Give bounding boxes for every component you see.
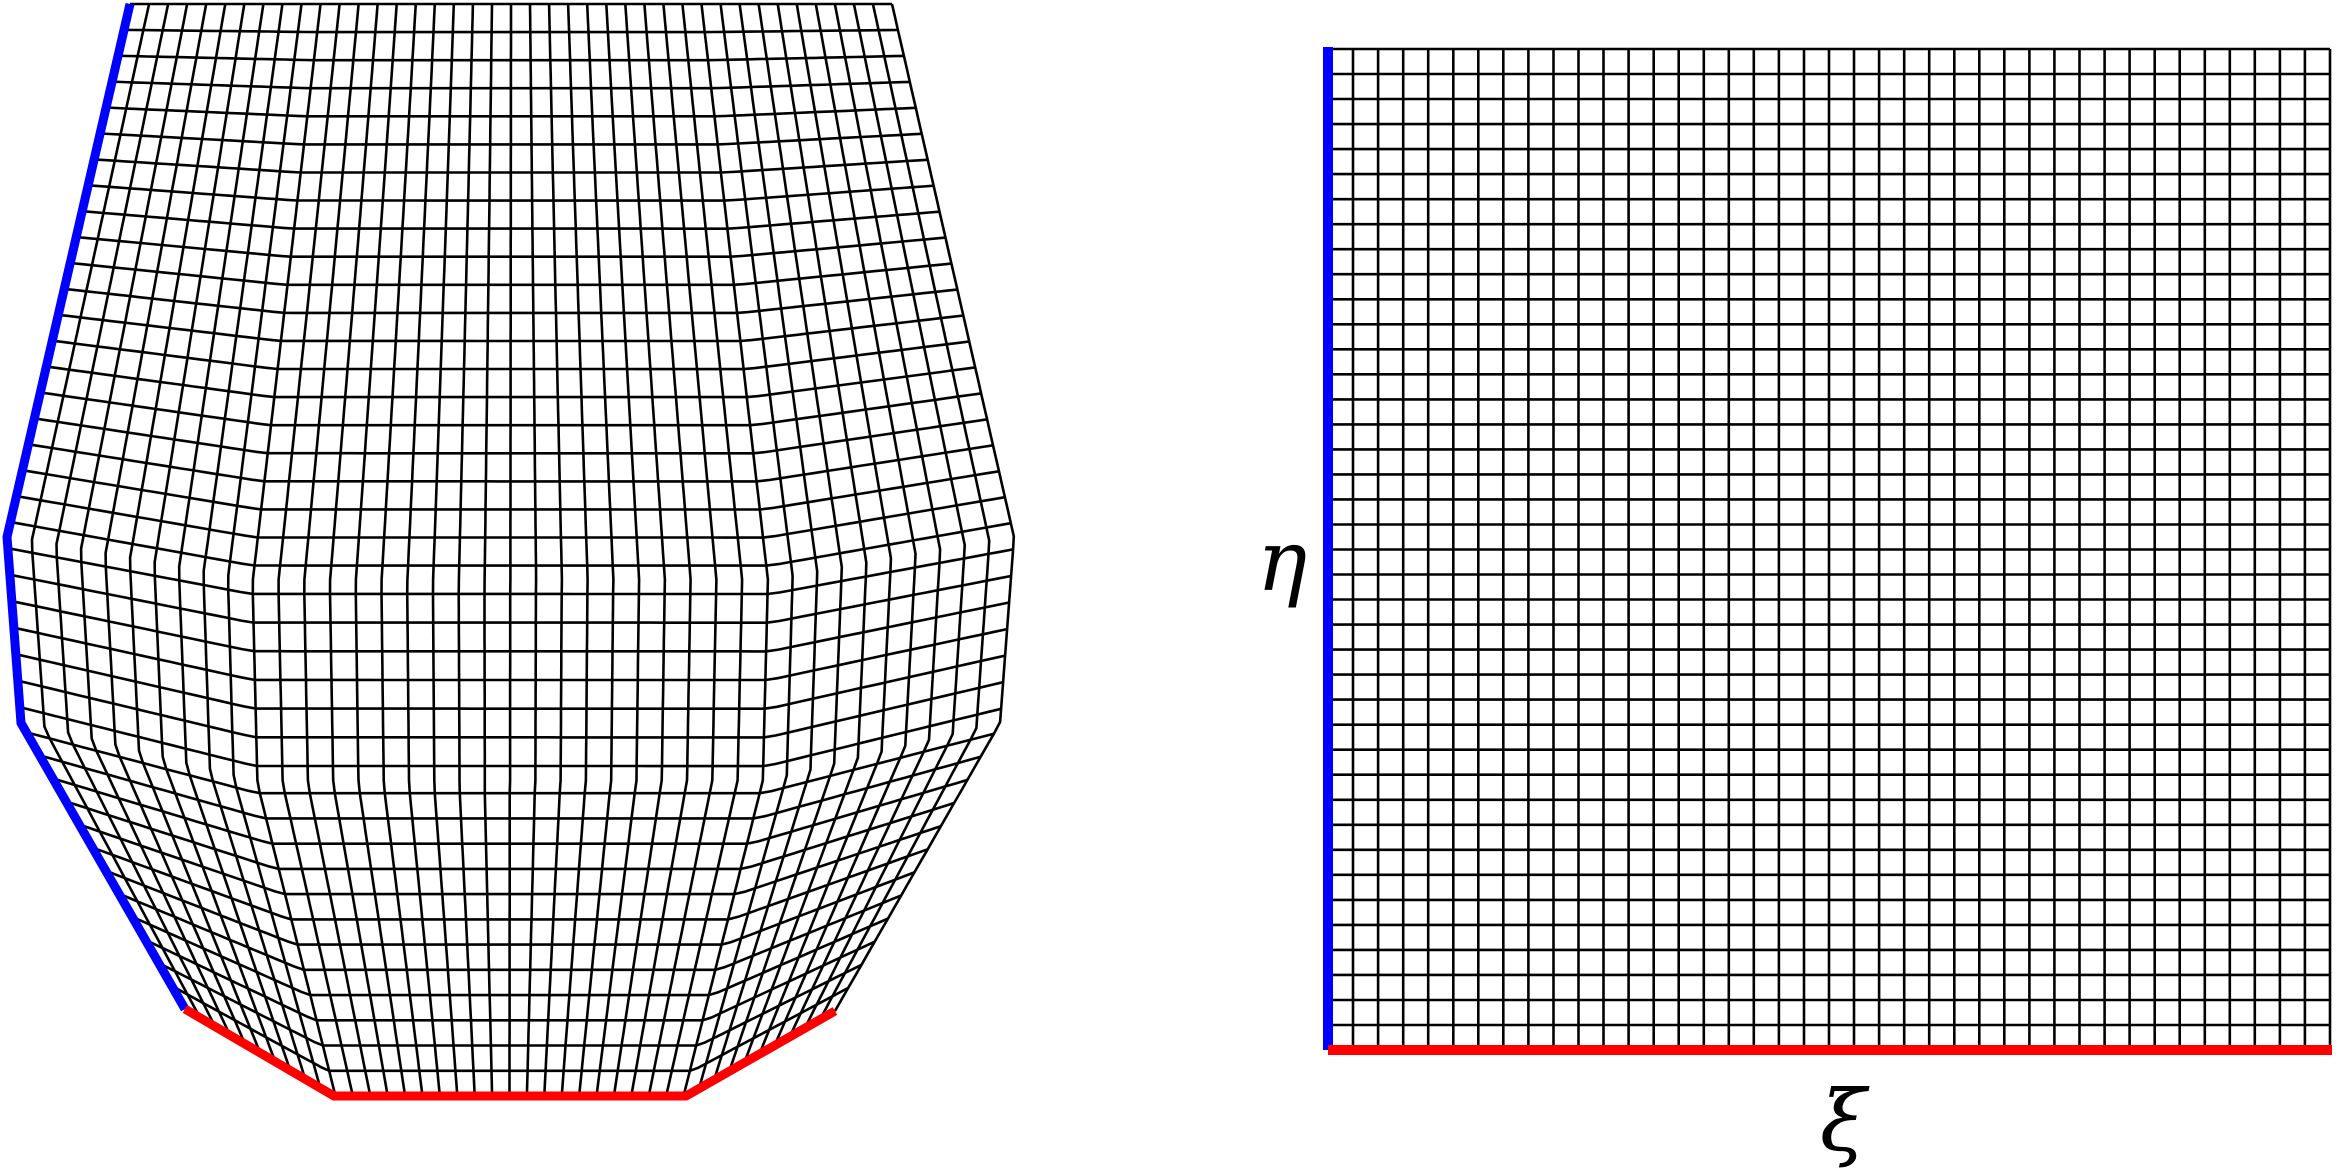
mesh-line — [431, 3, 459, 1097]
mesh-line — [100, 132, 922, 146]
mesh-line — [612, 3, 667, 1097]
mesh-line — [525, 3, 538, 1097]
mesh-line — [577, 3, 615, 1097]
eta-label: η — [1257, 512, 1307, 610]
mesh-line — [277, 3, 355, 1097]
physical-bottom-boundary — [182, 1005, 838, 1101]
mesh-line — [52, 339, 970, 371]
mesh-line — [773, 3, 917, 1047]
mesh-line — [94, 158, 928, 174]
computational-mesh — [1326, 47, 2332, 1052]
mesh-line — [46, 365, 976, 399]
mesh-line — [818, 3, 991, 1021]
mesh-line — [712, 3, 819, 1081]
mesh-line — [40, 391, 982, 427]
mesh-line — [697, 3, 794, 1089]
mesh-line — [88, 184, 934, 202]
mesh-line — [788, 3, 942, 1038]
mesh-line — [380, 3, 424, 1097]
mesh-line — [803, 3, 967, 1029]
mesh-line — [76, 235, 946, 258]
mesh-line — [58, 313, 964, 343]
mesh-line — [30, 3, 202, 1019]
mesh-line — [123, 28, 898, 34]
mesh-line — [664, 3, 744, 1097]
mesh-line — [22, 468, 1000, 511]
mesh-line — [595, 3, 641, 1097]
mesh-line — [647, 3, 718, 1097]
mesh-line — [117, 54, 904, 62]
mesh-line — [106, 106, 916, 118]
mesh-line — [758, 3, 893, 1055]
mesh-line — [682, 3, 770, 1097]
mesh-line — [112, 80, 910, 90]
mesh-line — [743, 3, 868, 1064]
mesh-line — [34, 417, 988, 455]
mesh-line — [560, 3, 589, 1097]
mesh-line — [82, 209, 940, 230]
mesh-line — [28, 443, 994, 483]
mesh-line — [64, 287, 958, 315]
mesh-line — [302, 3, 372, 1097]
mesh-line — [630, 3, 692, 1097]
mesh-line — [457, 3, 476, 1097]
physical-left-boundary — [2, 2, 189, 1012]
mesh-line — [543, 3, 564, 1097]
mesh-line — [508, 4, 513, 1096]
physical-mesh — [6, 2, 1016, 1098]
mesh-line — [16, 494, 1006, 539]
mesh-line — [727, 3, 844, 1072]
mesh-line — [70, 261, 952, 287]
mesh-line — [483, 3, 494, 1097]
mesh-line — [10, 520, 1012, 567]
mesh-line — [55, 3, 217, 1028]
mesh-line — [833, 3, 1016, 1012]
xi-label: ξ — [1820, 1072, 1870, 1170]
